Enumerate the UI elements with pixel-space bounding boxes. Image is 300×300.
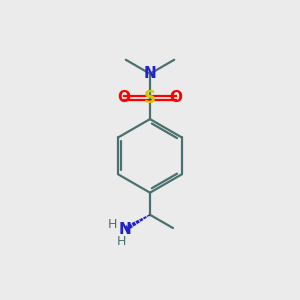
Text: N: N bbox=[144, 66, 156, 81]
Text: N: N bbox=[118, 222, 131, 237]
Text: O: O bbox=[118, 90, 130, 105]
Text: S: S bbox=[144, 89, 156, 107]
Text: H: H bbox=[107, 218, 117, 231]
Text: H: H bbox=[117, 236, 126, 248]
Text: O: O bbox=[169, 90, 182, 105]
